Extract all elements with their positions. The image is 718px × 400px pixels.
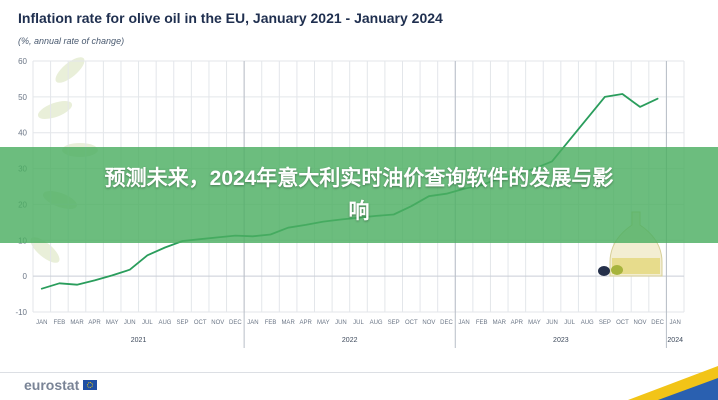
corner-decoration-blue: [658, 378, 718, 400]
x-tick-label: JAN: [247, 320, 258, 326]
x-tick-label: MAR: [493, 320, 507, 326]
eu-flag-icon: [83, 380, 98, 390]
x-tick-label: DEC: [229, 320, 242, 326]
x-tick-label: JAN: [458, 320, 469, 326]
x-tick-label: APR: [300, 320, 313, 326]
y-tick-label: 40: [18, 129, 27, 138]
chart-title: Inflation rate for olive oil in the EU, …: [18, 10, 443, 26]
y-tick-label: 60: [18, 57, 27, 66]
x-tick-label: FEB: [265, 320, 277, 326]
x-tick-label: AUG: [158, 320, 171, 326]
year-label: 2024: [667, 337, 683, 344]
x-tick-label: DEC: [651, 320, 664, 326]
x-tick-label: JUN: [546, 320, 558, 326]
x-tick-label: APR: [511, 320, 524, 326]
y-tick-label: -10: [15, 308, 27, 317]
x-tick-label: MAY: [317, 320, 330, 326]
chart-subtitle: (%, annual rate of change): [18, 36, 125, 46]
x-tick-label: SEP: [177, 320, 189, 326]
y-tick-label: 50: [18, 93, 27, 102]
x-tick-label: OCT: [405, 320, 418, 326]
x-tick-label: MAR: [70, 320, 84, 326]
x-tick-label: JUL: [564, 320, 575, 326]
olive-leaf-icon: [37, 100, 73, 120]
x-tick-label: JAN: [36, 320, 47, 326]
title-banner: 预测未来，2024年意大利实时油价查询软件的发展与影响: [0, 147, 718, 243]
x-tick-label: FEB: [476, 320, 488, 326]
y-tick-label: 0: [23, 272, 28, 281]
x-tick-label: DEC: [440, 320, 453, 326]
olive-leaf-icon: [55, 57, 85, 83]
eurostat-brand: eurostat: [24, 377, 80, 393]
x-tick-label: JUL: [353, 320, 364, 326]
x-tick-label: JAN: [670, 320, 681, 326]
x-tick-label: MAY: [106, 320, 119, 326]
x-tick-label: JUN: [124, 320, 136, 326]
x-tick-label: OCT: [194, 320, 207, 326]
x-tick-label: MAR: [281, 320, 295, 326]
x-tick-label: OCT: [616, 320, 629, 326]
year-label: 2022: [342, 337, 358, 344]
x-tick-label: NOV: [422, 320, 435, 326]
banner-text: 预测未来，2024年意大利实时油价查询软件的发展与影响: [104, 167, 614, 223]
x-tick-label: SEP: [388, 320, 400, 326]
eurostat-logo: eurostat: [24, 377, 98, 393]
x-tick-label: AUG: [370, 320, 383, 326]
olive-icon: [598, 266, 610, 276]
footer-divider: [0, 372, 718, 373]
x-tick-label: NOV: [211, 320, 224, 326]
x-tick-label: JUL: [142, 320, 153, 326]
x-tick-label: APR: [88, 320, 101, 326]
x-tick-label: NOV: [634, 320, 647, 326]
x-tick-label: JUN: [335, 320, 347, 326]
x-tick-label: SEP: [599, 320, 611, 326]
oil-level-icon: [612, 258, 660, 274]
x-tick-label: AUG: [581, 320, 594, 326]
x-tick-label: MAY: [528, 320, 541, 326]
x-tick-label: FEB: [54, 320, 66, 326]
year-label: 2021: [131, 337, 147, 344]
olive-leaf-icon: [30, 237, 60, 263]
year-label: 2023: [553, 337, 569, 344]
olive-icon: [611, 265, 623, 275]
